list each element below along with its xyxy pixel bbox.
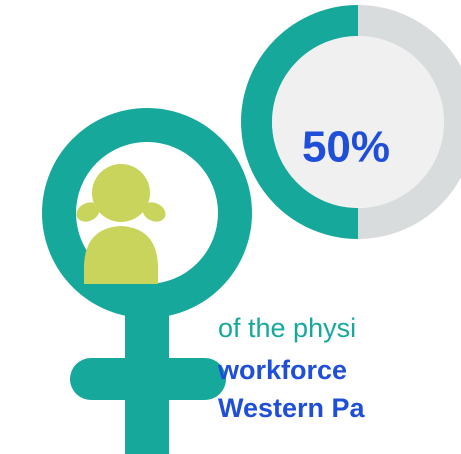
donut-label: 50% <box>302 123 390 172</box>
female-symbol <box>42 108 252 454</box>
caption-line: of the physi <box>218 313 356 343</box>
donut-segment <box>241 5 359 239</box>
caption-line: Western Pa <box>218 393 366 423</box>
symbol-crossbar <box>70 358 226 400</box>
child-icon <box>76 164 166 284</box>
donut-center <box>272 36 444 208</box>
caption-line: workforce <box>217 355 347 385</box>
